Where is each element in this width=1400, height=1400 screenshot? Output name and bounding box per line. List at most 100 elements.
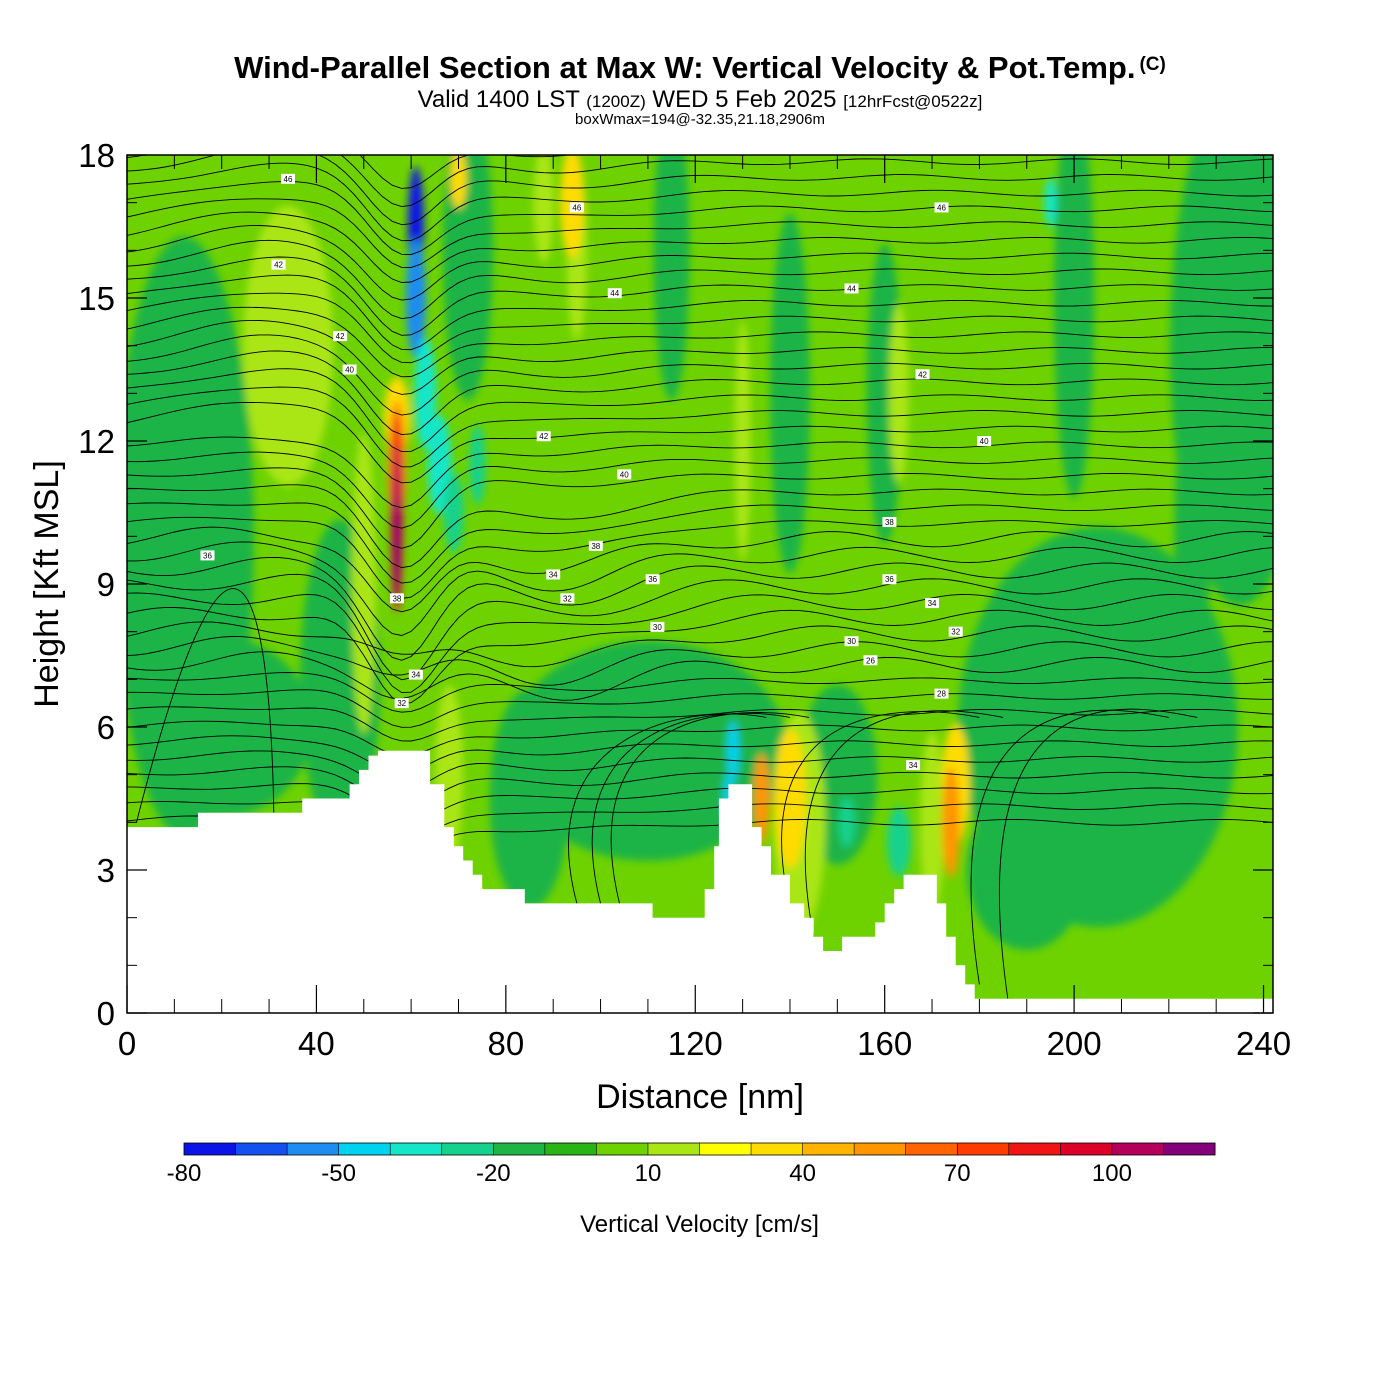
field-cell xyxy=(888,303,909,484)
contour-label-bg xyxy=(948,626,963,637)
field-cell xyxy=(442,155,493,401)
boxwmax-line: boxWmax=194@-32.35,21.18,2906m xyxy=(575,111,825,128)
contour-label-bg xyxy=(977,436,992,446)
valid-date: WED 5 Feb 2025 xyxy=(652,86,837,113)
field-cell xyxy=(941,767,960,878)
x-tick-label: 200 xyxy=(1047,1025,1102,1062)
field-cell xyxy=(920,732,945,913)
x-tick-label: 120 xyxy=(668,1025,723,1062)
contour-label-bg xyxy=(607,288,622,299)
contour-label-bg xyxy=(333,331,348,342)
theta-contour xyxy=(127,368,1273,453)
contour-label: 34 xyxy=(906,760,921,771)
theta-contour xyxy=(127,181,1273,256)
theta-contour xyxy=(127,274,1273,351)
contour-label-bg xyxy=(617,469,632,480)
contour-label-bg xyxy=(271,259,286,270)
contour-label: 32 xyxy=(948,626,963,637)
contour-label-text: 38 xyxy=(885,518,894,527)
colorbar-swatch xyxy=(184,1143,237,1155)
field-cell xyxy=(886,806,911,877)
contour-label-text: 38 xyxy=(392,594,401,603)
x-tick-label: 80 xyxy=(487,1025,524,1062)
y-tick-label: 9 xyxy=(97,566,115,603)
theta-contour xyxy=(127,386,1273,468)
colorbar-title: Vertical Velocity [cm/s] xyxy=(580,1211,819,1238)
theta-contour xyxy=(127,720,1273,757)
theta-contour xyxy=(127,211,1273,283)
theta-contour xyxy=(127,436,1273,509)
colorbar-tick-label: -20 xyxy=(476,1160,511,1187)
theta-contour xyxy=(127,526,1273,613)
contour-label-bg xyxy=(844,636,859,647)
field-cell xyxy=(393,495,400,596)
colorbar-tick-label: 100 xyxy=(1092,1160,1132,1187)
theta-contour xyxy=(127,198,1273,269)
contour-label-text: 42 xyxy=(336,332,345,341)
colorbar-swatch xyxy=(1008,1143,1061,1155)
contour-label-text: 32 xyxy=(563,594,572,603)
contour-label-bg xyxy=(863,655,878,666)
theta-contour xyxy=(804,710,1004,937)
theta-contour xyxy=(127,451,1273,529)
colorbar-swatch xyxy=(596,1143,649,1155)
y-axis-title: Height [Kft MSL] xyxy=(28,460,66,708)
contour-label-text: 34 xyxy=(411,671,420,680)
colorbar-swatch xyxy=(751,1143,804,1155)
contour-label-text: 42 xyxy=(918,370,927,379)
theta-contour xyxy=(127,783,1273,824)
theta-contour xyxy=(127,502,1273,584)
colorbar-swatch xyxy=(957,1143,1010,1155)
terrain-shape xyxy=(127,750,1273,1013)
contour-label-bg xyxy=(588,540,603,551)
contour-label: 40 xyxy=(977,436,992,446)
contour-label-bg xyxy=(934,688,949,699)
valid-time-utc: (1200Z) xyxy=(586,92,646,111)
theta-contour xyxy=(591,712,791,904)
theta-contour xyxy=(127,516,1273,599)
colorbar-swatch xyxy=(544,1143,597,1155)
contour-label-bg xyxy=(844,283,859,294)
theta-contour xyxy=(127,706,1273,742)
field-cell xyxy=(1054,155,1095,498)
colorbar: -80 -50 -20 10 40 70 100 xyxy=(167,1142,1216,1187)
theta-contour xyxy=(610,712,810,904)
x-tick-label: 160 xyxy=(857,1025,912,1062)
field-cell xyxy=(1174,386,1211,687)
contour-label-text: 30 xyxy=(847,637,856,646)
contour-label: 40 xyxy=(617,469,632,480)
y-tick-label: 15 xyxy=(78,280,115,317)
y-tick-label: 3 xyxy=(97,852,115,889)
contour-label: 26 xyxy=(863,655,878,666)
contour-label: 32 xyxy=(394,698,409,709)
contour-label-text: 34 xyxy=(909,761,918,770)
contour-label: 42 xyxy=(536,431,551,442)
contour-labels: 46 42 42 40 46 44 44 46 42 42 40 40 36 38 38 34 36 36 32 34… xyxy=(200,173,992,771)
contour-label-bg xyxy=(536,431,551,442)
contour-label-bg xyxy=(925,598,940,609)
contour-label-text: 34 xyxy=(549,570,558,579)
contour-label: 42 xyxy=(333,331,348,342)
colorbar-swatch xyxy=(235,1143,288,1155)
contour-label-text: 36 xyxy=(648,575,657,584)
contour-label: 46 xyxy=(281,173,296,184)
field-cell xyxy=(469,424,486,505)
contour-label-bg xyxy=(389,593,404,604)
theta-contour xyxy=(127,350,1273,436)
field-cell xyxy=(1044,177,1057,228)
colorbar-tick-label: 70 xyxy=(944,1160,971,1187)
colorbar-swatch xyxy=(854,1143,907,1155)
contour-label: 30 xyxy=(650,621,665,632)
colorbar-swatch xyxy=(338,1143,391,1155)
colorbar-tick-label: 10 xyxy=(635,1160,662,1187)
theta-contours xyxy=(127,155,1273,999)
contour-label-text: 36 xyxy=(203,551,212,560)
colorbar-swatch xyxy=(390,1143,443,1155)
colorbar-tick-label: -50 xyxy=(321,1160,356,1187)
contour-label: 42 xyxy=(915,369,930,380)
theta-contour xyxy=(127,225,1273,301)
y-tick-label: 18 xyxy=(78,137,115,174)
contour-label-text: 46 xyxy=(284,175,293,184)
